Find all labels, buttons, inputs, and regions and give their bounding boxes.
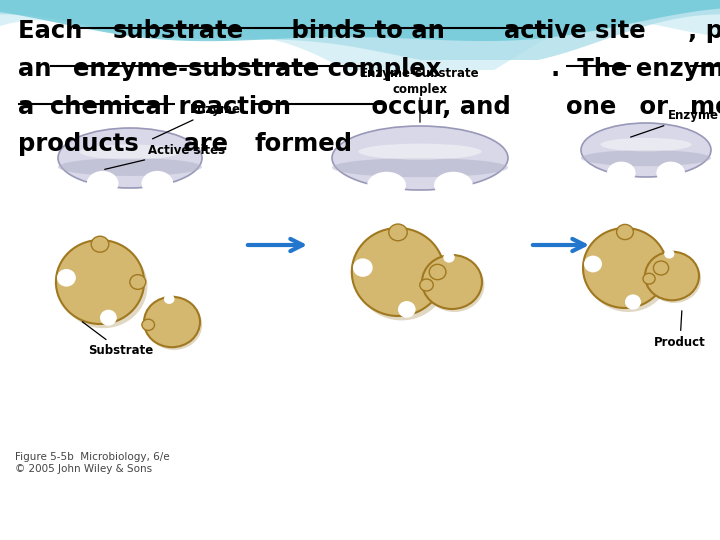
Ellipse shape (142, 171, 174, 196)
Text: are: are (175, 132, 236, 156)
Text: Each: Each (18, 19, 91, 43)
Ellipse shape (353, 258, 373, 277)
Ellipse shape (581, 123, 711, 177)
Ellipse shape (420, 279, 433, 291)
Text: , producing: , producing (688, 19, 720, 43)
Text: enzyme-substrate complex: enzyme-substrate complex (73, 57, 441, 80)
Ellipse shape (645, 252, 699, 300)
Text: .  The enzyme helps: . The enzyme helps (551, 57, 720, 80)
Ellipse shape (130, 275, 145, 289)
Ellipse shape (332, 126, 508, 190)
Text: Enzyme: Enzyme (631, 109, 719, 137)
Text: one: one (566, 94, 616, 118)
Text: an: an (18, 57, 60, 80)
Ellipse shape (389, 224, 408, 241)
Ellipse shape (422, 255, 482, 309)
Text: Figure 5-5b  Microbiology, 6/e: Figure 5-5b Microbiology, 6/e (15, 452, 170, 462)
Text: a: a (18, 94, 42, 118)
Ellipse shape (142, 319, 155, 330)
Ellipse shape (607, 161, 636, 184)
Ellipse shape (164, 294, 174, 304)
Ellipse shape (352, 228, 444, 316)
Polygon shape (0, 0, 720, 70)
Text: active site: active site (504, 19, 646, 43)
FancyArrowPatch shape (533, 239, 585, 251)
Text: Substrate: Substrate (82, 322, 153, 357)
Ellipse shape (144, 297, 200, 347)
Ellipse shape (643, 273, 655, 284)
Ellipse shape (91, 236, 109, 252)
Text: Active sites: Active sites (104, 144, 225, 170)
Ellipse shape (429, 264, 446, 280)
Ellipse shape (424, 258, 485, 312)
Ellipse shape (654, 261, 669, 275)
Ellipse shape (625, 294, 641, 309)
Ellipse shape (59, 244, 148, 328)
Ellipse shape (600, 138, 691, 151)
Text: formed: formed (255, 132, 353, 156)
Ellipse shape (355, 232, 448, 320)
Text: Enzyme: Enzyme (153, 103, 241, 139)
Polygon shape (0, 0, 720, 60)
Text: © 2005 John Wiley & Sons: © 2005 John Wiley & Sons (15, 464, 152, 474)
Ellipse shape (57, 269, 76, 287)
Ellipse shape (583, 228, 667, 308)
Text: complex: complex (392, 83, 448, 96)
Ellipse shape (332, 158, 508, 177)
Ellipse shape (657, 161, 685, 184)
Ellipse shape (100, 310, 117, 326)
Text: Enzyme-substrate: Enzyme-substrate (360, 67, 480, 80)
Text: substrate: substrate (112, 19, 244, 43)
Text: binds to an: binds to an (283, 19, 454, 43)
Text: occur, and: occur, and (363, 94, 519, 118)
Text: Product: Product (654, 311, 706, 349)
Ellipse shape (146, 300, 202, 350)
Ellipse shape (398, 301, 415, 318)
Text: or: or (631, 94, 677, 118)
Ellipse shape (359, 144, 482, 160)
Ellipse shape (87, 171, 119, 196)
Text: more: more (690, 94, 720, 118)
Text: chemical reaction: chemical reaction (50, 94, 291, 118)
Ellipse shape (58, 158, 202, 176)
Text: products: products (18, 132, 139, 156)
Ellipse shape (367, 172, 406, 199)
FancyArrowPatch shape (248, 239, 302, 251)
Ellipse shape (58, 128, 202, 188)
Ellipse shape (581, 150, 711, 166)
Ellipse shape (664, 249, 675, 259)
Ellipse shape (586, 232, 670, 312)
Ellipse shape (80, 145, 181, 159)
Polygon shape (0, 0, 720, 41)
Ellipse shape (647, 254, 701, 303)
Ellipse shape (444, 252, 455, 262)
Ellipse shape (584, 255, 602, 272)
Ellipse shape (434, 172, 473, 199)
Ellipse shape (616, 225, 634, 240)
Ellipse shape (56, 240, 144, 324)
